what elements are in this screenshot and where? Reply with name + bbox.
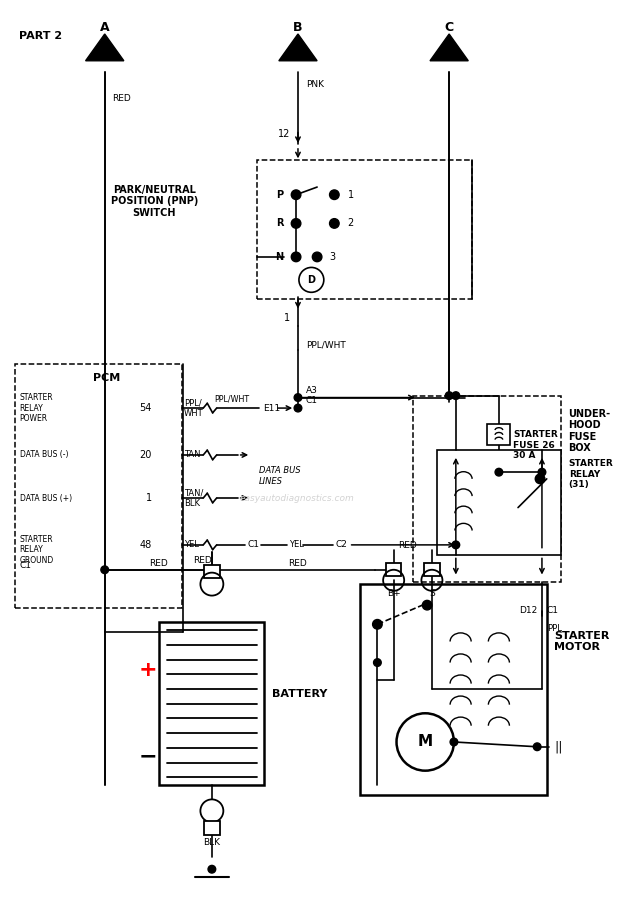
Text: N: N [276, 252, 284, 262]
Text: C2: C2 [336, 540, 347, 549]
Circle shape [291, 252, 301, 262]
Circle shape [452, 392, 460, 400]
FancyBboxPatch shape [413, 396, 561, 582]
Text: C1: C1 [20, 562, 32, 571]
Text: E11: E11 [263, 403, 281, 412]
Bar [204, 822, 219, 835]
Text: B: B [293, 21, 303, 34]
Text: −: − [138, 746, 157, 766]
Text: RED: RED [112, 94, 131, 103]
Circle shape [101, 566, 109, 573]
Text: PARK/NEUTRAL
POSITION (PNP)
SWITCH: PARK/NEUTRAL POSITION (PNP) SWITCH [111, 184, 198, 218]
Polygon shape [430, 34, 468, 61]
Bar [386, 563, 401, 577]
Text: M: M [418, 734, 433, 750]
Text: STARTER
MOTOR: STARTER MOTOR [554, 631, 610, 652]
Text: STARTER
RELAY
(31): STARTER RELAY (31) [569, 459, 614, 489]
Text: PCM: PCM [93, 374, 121, 383]
Circle shape [291, 219, 301, 229]
Text: DATA BUS (+): DATA BUS (+) [20, 493, 72, 502]
Text: UNDER-
HOOD
FUSE
BOX: UNDER- HOOD FUSE BOX [568, 409, 610, 454]
Text: C1: C1 [547, 607, 559, 616]
Text: BLK: BLK [203, 838, 221, 847]
Text: P: P [276, 190, 284, 200]
Text: C1: C1 [306, 396, 318, 405]
Text: A3: A3 [306, 386, 318, 395]
Polygon shape [85, 34, 124, 61]
FancyBboxPatch shape [15, 364, 182, 608]
Text: PART 2: PART 2 [19, 32, 62, 41]
Text: 48: 48 [139, 540, 151, 550]
Bar [488, 424, 510, 446]
Text: D12: D12 [519, 607, 537, 616]
Circle shape [446, 392, 453, 400]
Text: DATA BUS
LINES: DATA BUS LINES [259, 466, 300, 486]
Text: S: S [429, 590, 435, 598]
Text: easyautodiagnostics.com: easyautodiagnostics.com [240, 493, 354, 502]
Text: 54: 54 [139, 403, 151, 413]
Bar [159, 623, 265, 785]
Text: A: A [100, 21, 109, 34]
Circle shape [450, 738, 458, 746]
Text: RED: RED [149, 559, 167, 568]
Circle shape [495, 468, 502, 476]
Text: YEL: YEL [184, 540, 199, 549]
Text: 12: 12 [278, 130, 290, 140]
Text: STARTER
FUSE 26
30 A: STARTER FUSE 26 30 A [513, 430, 558, 460]
Text: WHT: WHT [184, 410, 204, 418]
Text: PPL/WHT: PPL/WHT [306, 340, 345, 349]
Text: RED: RED [289, 559, 307, 568]
Circle shape [329, 190, 339, 200]
Bar [425, 563, 439, 577]
Polygon shape [279, 34, 317, 61]
FancyBboxPatch shape [257, 160, 472, 299]
Text: PPL/: PPL/ [184, 399, 202, 408]
Text: C: C [444, 21, 454, 34]
Text: PNK: PNK [306, 80, 324, 89]
Text: 1: 1 [145, 493, 151, 503]
Text: 2: 2 [348, 219, 354, 229]
Circle shape [294, 393, 302, 401]
Text: C1: C1 [247, 540, 260, 549]
Circle shape [294, 404, 302, 412]
Text: 1: 1 [284, 313, 290, 323]
Circle shape [533, 742, 541, 751]
Text: TAN/: TAN/ [184, 489, 203, 498]
Text: YEL: YEL [289, 540, 304, 549]
Circle shape [312, 252, 322, 262]
Text: B+: B+ [387, 590, 400, 598]
Text: 1: 1 [348, 190, 354, 200]
Text: 3: 3 [329, 252, 336, 262]
Text: TAN: TAN [184, 451, 201, 460]
Text: BLK: BLK [184, 500, 200, 508]
Text: DATA BUS (-): DATA BUS (-) [20, 451, 68, 460]
Circle shape [373, 659, 381, 666]
Circle shape [452, 541, 460, 549]
Text: +: + [138, 661, 157, 680]
Circle shape [291, 190, 301, 200]
Text: PPL: PPL [547, 624, 562, 633]
Text: R: R [276, 219, 284, 229]
Text: BATTERY: BATTERY [272, 689, 328, 699]
Circle shape [422, 600, 432, 610]
Bar [360, 584, 547, 795]
Text: ||: || [554, 741, 563, 753]
Text: RED: RED [193, 555, 212, 564]
Circle shape [208, 866, 216, 873]
Circle shape [373, 619, 382, 629]
Text: 20: 20 [139, 450, 151, 460]
Circle shape [538, 468, 546, 476]
Text: STARTER
RELAY
GROUND: STARTER RELAY GROUND [20, 535, 54, 564]
Text: D: D [307, 274, 315, 285]
Circle shape [535, 474, 545, 483]
Bar [204, 565, 219, 579]
Text: STARTER
RELAY
POWER: STARTER RELAY POWER [20, 393, 53, 423]
Bar [437, 450, 561, 555]
Text: RED: RED [399, 541, 417, 550]
Circle shape [329, 219, 339, 229]
Text: PPL/WHT: PPL/WHT [214, 394, 250, 403]
